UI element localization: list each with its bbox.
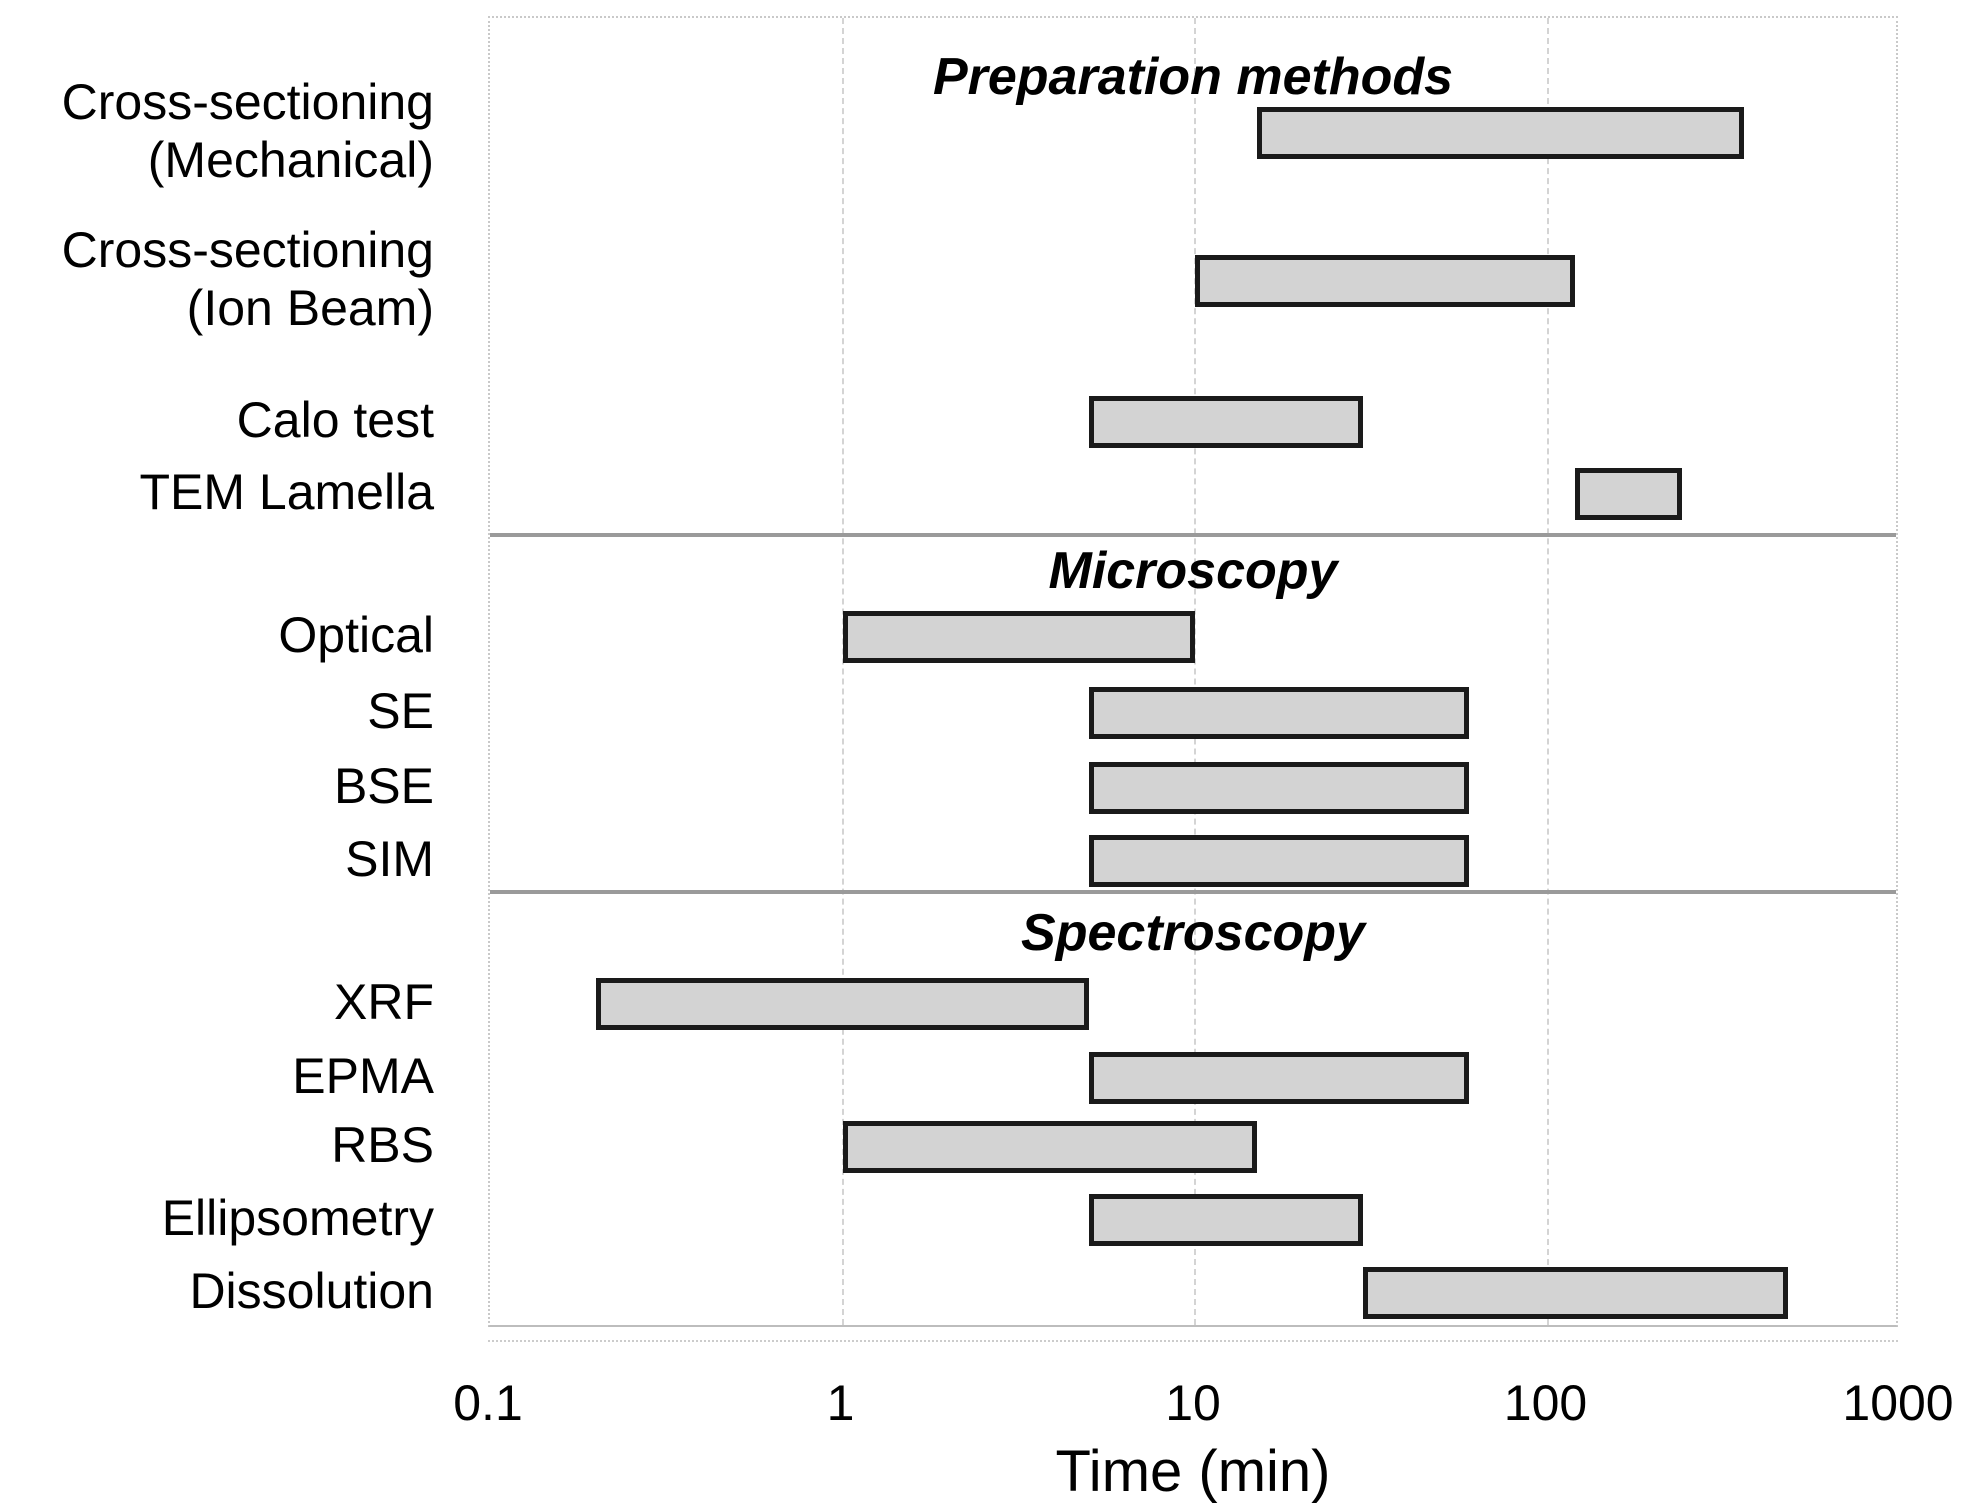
- category-label-sim: SIM: [0, 830, 434, 888]
- x-tick-label-10: 10: [1165, 1375, 1221, 1431]
- group-title: Spectroscopy: [1021, 904, 1365, 962]
- category-label-tem-lamella: TEM Lamella: [0, 463, 434, 521]
- category-label-dissolution: Dissolution: [0, 1262, 434, 1320]
- group-separator: [490, 533, 1896, 537]
- category-label-line: Cross-sectioning: [61, 74, 434, 130]
- category-label-line: EPMA: [292, 1048, 434, 1104]
- category-label-line: Dissolution: [189, 1263, 434, 1319]
- group-title: Preparation methods: [932, 48, 1454, 106]
- category-label-line: (Ion Beam): [186, 280, 434, 336]
- category-label-cross-sectioning-mechanical: Cross-sectioning (Mechanical): [0, 73, 434, 189]
- gridline-10: [1194, 18, 1196, 1325]
- category-label-xrf: XRF: [0, 973, 434, 1031]
- category-label-line: Optical: [278, 607, 434, 663]
- category-label-ellipsometry: Ellipsometry: [0, 1189, 434, 1247]
- category-label-line: XRF: [334, 974, 434, 1030]
- category-label-line: SIM: [345, 831, 434, 887]
- category-label-epma: EPMA: [0, 1047, 434, 1105]
- category-label-bse: BSE: [0, 757, 434, 815]
- bar-xrf: [596, 978, 1089, 1030]
- category-label-se: SE: [0, 682, 434, 740]
- bar-bse: [1088, 762, 1470, 814]
- x-tick-label-0.1: 0.1: [453, 1375, 523, 1431]
- bar-ellipsometry: [1088, 1194, 1364, 1246]
- category-label-line: Ellipsometry: [161, 1190, 434, 1246]
- bar-cross-sectioning-mechanical: [1257, 107, 1744, 159]
- category-label-calo-test: Calo test: [0, 391, 434, 449]
- bar-rbs: [842, 1121, 1258, 1173]
- category-label-line: BSE: [333, 758, 434, 814]
- category-label-cross-sectioning-ion-beam: Cross-sectioning (Ion Beam): [0, 221, 434, 337]
- category-label-line: Calo test: [236, 392, 434, 448]
- x-tick-label-100: 100: [1503, 1375, 1588, 1431]
- plot-area: Preparation methods Microscopy Spectroscop…: [488, 16, 1898, 1327]
- bar-calo-test: [1088, 396, 1364, 448]
- bar-epma: [1088, 1052, 1470, 1104]
- x-axis-title: Time (min): [1055, 1439, 1331, 1503]
- category-label-optical: Optical: [0, 606, 434, 664]
- bar-tem-lamella: [1575, 468, 1682, 520]
- bar-dissolution: [1363, 1267, 1788, 1319]
- x-tick-label-1: 1: [826, 1375, 855, 1431]
- gridline-100: [1546, 18, 1549, 1325]
- x-tick-label-1000: 1000: [1842, 1375, 1954, 1431]
- category-label-line: RBS: [331, 1117, 434, 1173]
- group-title: Microscopy: [1048, 542, 1338, 600]
- axis-underline: [488, 1340, 1898, 1342]
- category-label-line: Cross-sectioning: [61, 222, 434, 278]
- category-label-line: TEM Lamella: [139, 464, 434, 520]
- bar-cross-sectioning-ion-beam: [1195, 255, 1576, 307]
- category-label-rbs: RBS: [0, 1116, 434, 1174]
- bar-optical: [842, 611, 1195, 663]
- bar-sim: [1088, 835, 1470, 887]
- bar-se: [1088, 687, 1470, 739]
- category-label-line: SE: [367, 683, 434, 739]
- group-separator: [490, 890, 1896, 894]
- gridline-1: [841, 18, 844, 1325]
- category-label-line: (Mechanical): [147, 132, 434, 188]
